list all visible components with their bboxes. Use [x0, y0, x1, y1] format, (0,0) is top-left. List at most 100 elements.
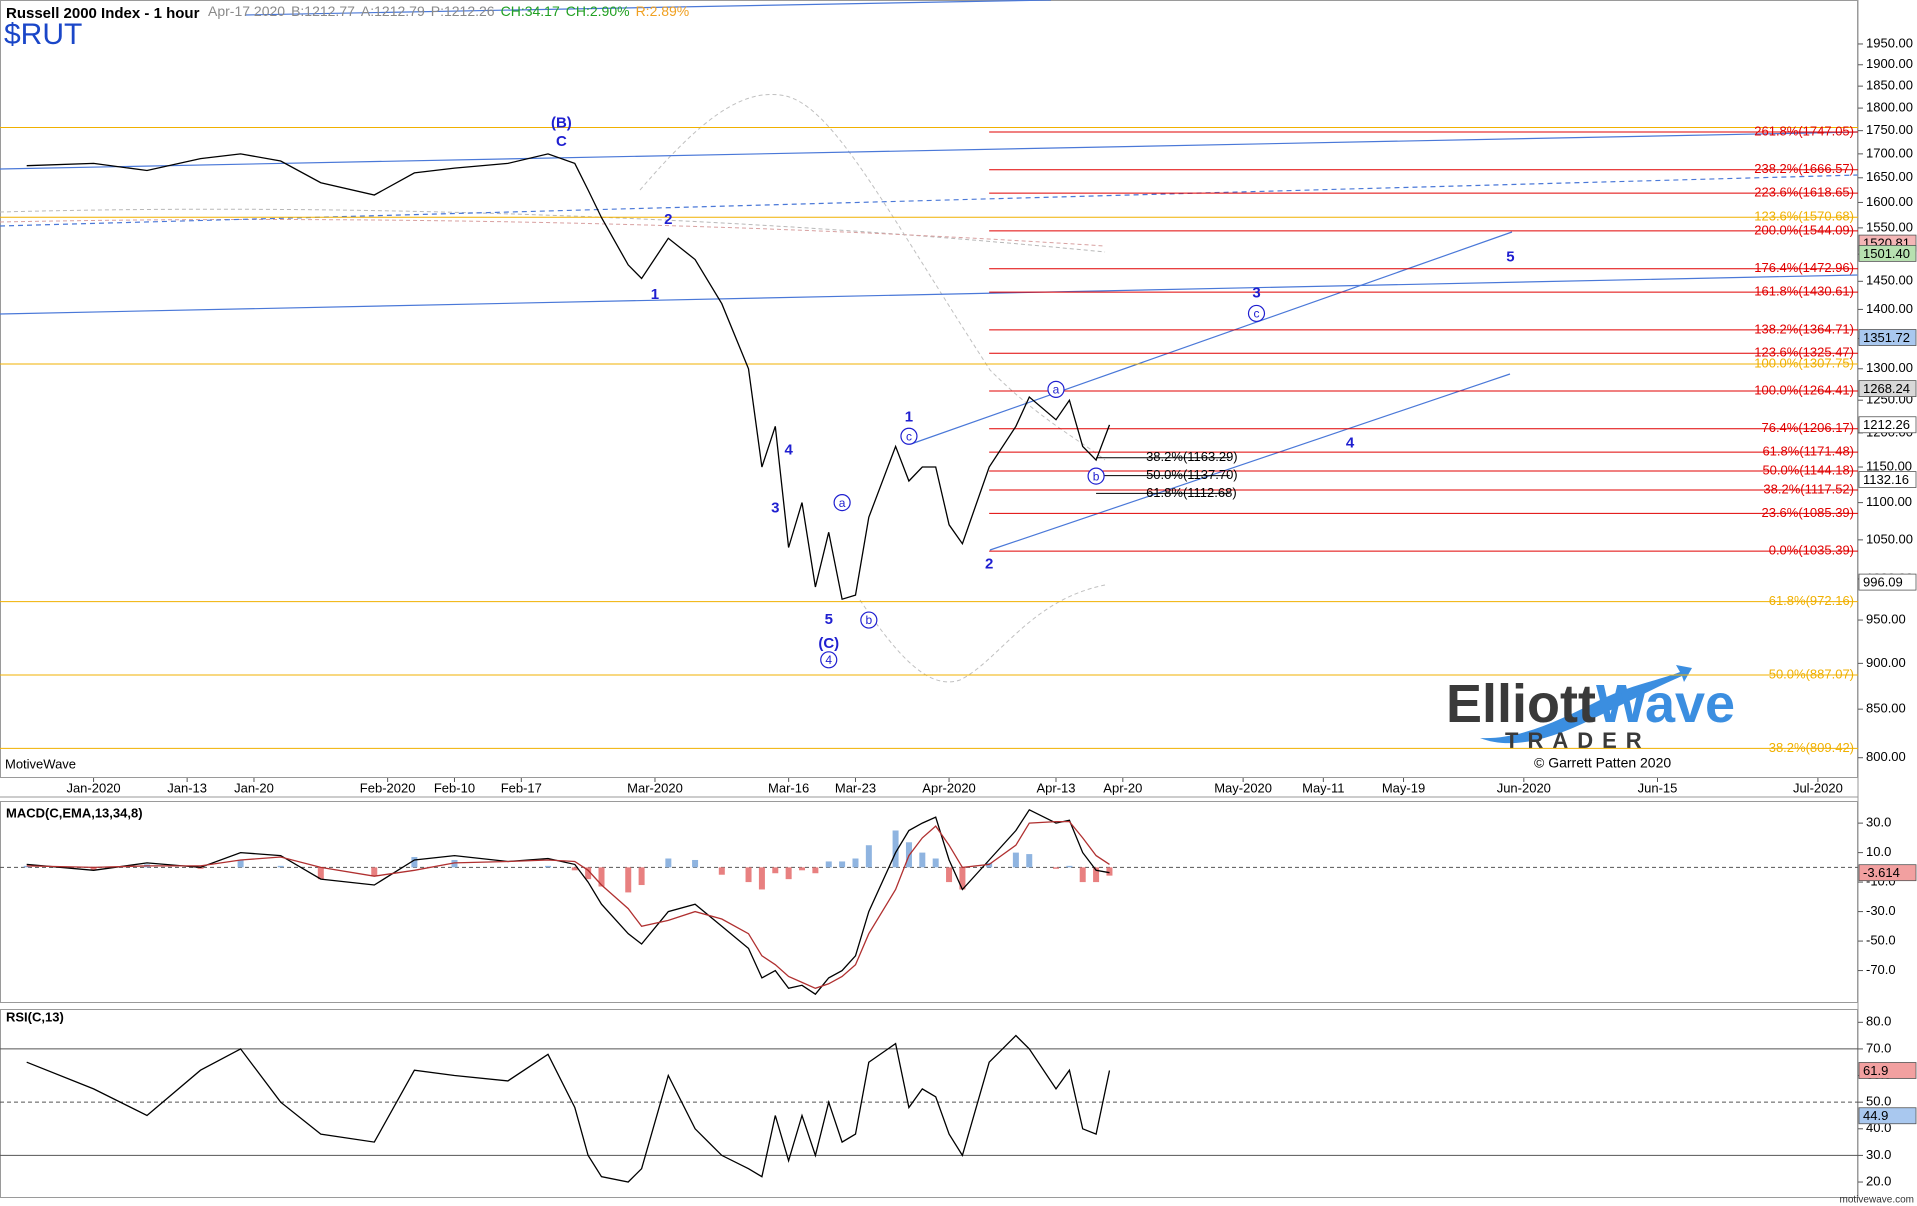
histogram-bar [772, 867, 779, 874]
histogram-bar [932, 858, 939, 868]
fib-label: 50.0%(1144.18) [1762, 462, 1854, 477]
y-tick-label: 50.0 [1866, 1094, 1891, 1109]
logo-word: Elliott [1446, 674, 1596, 734]
axis-flag-label: 1501.40 [1863, 246, 1910, 261]
wave-label: (B) [551, 114, 572, 131]
x-tick-label: May-11 [1302, 780, 1344, 795]
fib-label: 223.6%(1618.65) [1754, 185, 1854, 200]
histogram-bar [758, 867, 765, 890]
fib-label: 100.0%(1307.75) [1754, 355, 1854, 370]
wave-label: 4 [784, 441, 793, 458]
channel-line [910, 231, 1513, 445]
x-tick-label: Jul-2020 [1793, 780, 1843, 795]
wave-circle [1247, 304, 1266, 323]
copyright: © Garrett Patten 2020 [1534, 755, 1671, 771]
histogram-bar [959, 867, 966, 890]
wave-label: 3 [771, 499, 779, 516]
x-tick-label: Mar-16 [768, 780, 809, 795]
y-tick-label: 10.0 [1866, 844, 1891, 859]
quote-item: R:2.89% [636, 3, 690, 19]
histogram-bar [919, 852, 926, 868]
fib-label: 161.8%(1430.61) [1754, 284, 1854, 299]
fib-label: 238.2%(1666.57) [1754, 161, 1854, 176]
axis-flag-label: 1351.72 [1863, 330, 1910, 345]
axis-flag [1858, 1062, 1917, 1079]
quote-item: P:1212.26 [431, 3, 495, 19]
channel-line [989, 373, 1511, 551]
band-lower [859, 584, 1106, 683]
axis-flag [1858, 244, 1917, 262]
fib-label: 176.4%(1472.96) [1754, 260, 1854, 275]
histogram-bar [825, 861, 832, 868]
axis-flag-label: 1212.26 [1863, 417, 1910, 432]
wave-circle [1047, 380, 1065, 398]
axis-flag [1858, 864, 1917, 882]
x-tick-label: Mar-2020 [627, 780, 683, 795]
fib-label: 138.2%(1364.71) [1754, 321, 1854, 336]
x-tick-label: Feb-2020 [360, 780, 416, 795]
axis-flag-label: -3.614 [1863, 865, 1900, 880]
wave-label: 1 [651, 286, 659, 303]
axis-flag [1858, 329, 1917, 346]
y-tick-label: 800.00 [1866, 749, 1906, 764]
wave-label: 5 [825, 611, 833, 628]
histogram-bar [237, 859, 244, 868]
histogram-bar [665, 858, 672, 868]
histogram-bar [986, 862, 993, 868]
x-tick-label: Apr-20 [1103, 780, 1142, 795]
fib-label: 100.0%(1264.41) [1754, 382, 1854, 397]
x-tick-label: Jan-20 [234, 780, 274, 795]
y-tick-label: 1150.00 [1866, 458, 1912, 473]
y-tick-label: 1700.00 [1866, 145, 1913, 160]
y-tick-label: -50.0 [1866, 933, 1896, 948]
wave-label: a [1053, 383, 1060, 397]
y-tick-label: 950.00 [1866, 611, 1906, 626]
wave-label: 5 [1506, 248, 1514, 265]
axis-flag [1858, 573, 1917, 591]
histogram-bar [1106, 867, 1113, 876]
platform-name: MotiveWave [5, 756, 76, 771]
x-tick-label: Mar-23 [835, 780, 876, 795]
histogram-bar [598, 867, 605, 887]
x-tick-label: Feb-10 [434, 780, 475, 795]
x-tick-label: May-19 [1382, 780, 1425, 795]
fib-label: 23.6%(1085.39) [1761, 505, 1854, 520]
fib-label: 261.8%(1747.05) [1754, 123, 1854, 138]
histogram-bar [852, 858, 859, 868]
histogram-bar [745, 867, 752, 883]
indicator-curves [0, 93, 1106, 683]
histogram-bar [585, 867, 592, 880]
x-tick-label: Jan-13 [167, 780, 207, 795]
site-name: motivewave.com [1840, 1195, 1914, 1206]
histogram-bar [1079, 867, 1086, 883]
y-tick-label: 1750.00 [1866, 122, 1913, 137]
y-tick-label: 900.00 [1866, 655, 1906, 670]
wave-label: (C) [818, 635, 839, 652]
wave-circle [833, 494, 851, 512]
wave-circle [860, 611, 878, 629]
axis-flag [1858, 1107, 1917, 1125]
histogram-bar [1012, 852, 1019, 868]
wave-label: c [1253, 307, 1259, 321]
histogram-bar [865, 845, 872, 868]
fib-label: 38.2%(1117.52) [1763, 481, 1854, 496]
logo-subword: TRADER [1505, 728, 1651, 753]
histogram-bar [1052, 867, 1059, 869]
y-tick-label: 70.0 [1866, 1040, 1891, 1055]
histogram-bar [23, 865, 30, 868]
x-tick-label: Apr-2020 [922, 780, 975, 795]
y-tick-label: -30.0 [1866, 903, 1896, 918]
wave-circle [900, 427, 918, 445]
histogram-bar [839, 861, 846, 868]
wave-label: 1 [905, 409, 913, 426]
axis-flag-label: 1132.16 [1863, 472, 1909, 487]
fib-label: 200.0%(1544.09) [1754, 222, 1854, 237]
y-tick-label: 1400.00 [1866, 301, 1913, 316]
axis-flag [1858, 416, 1917, 434]
x-tick-label: Jun-15 [1638, 780, 1678, 795]
y-tick-label: 1850.00 [1866, 78, 1913, 93]
x-tick-label: Jun-2020 [1497, 780, 1551, 795]
